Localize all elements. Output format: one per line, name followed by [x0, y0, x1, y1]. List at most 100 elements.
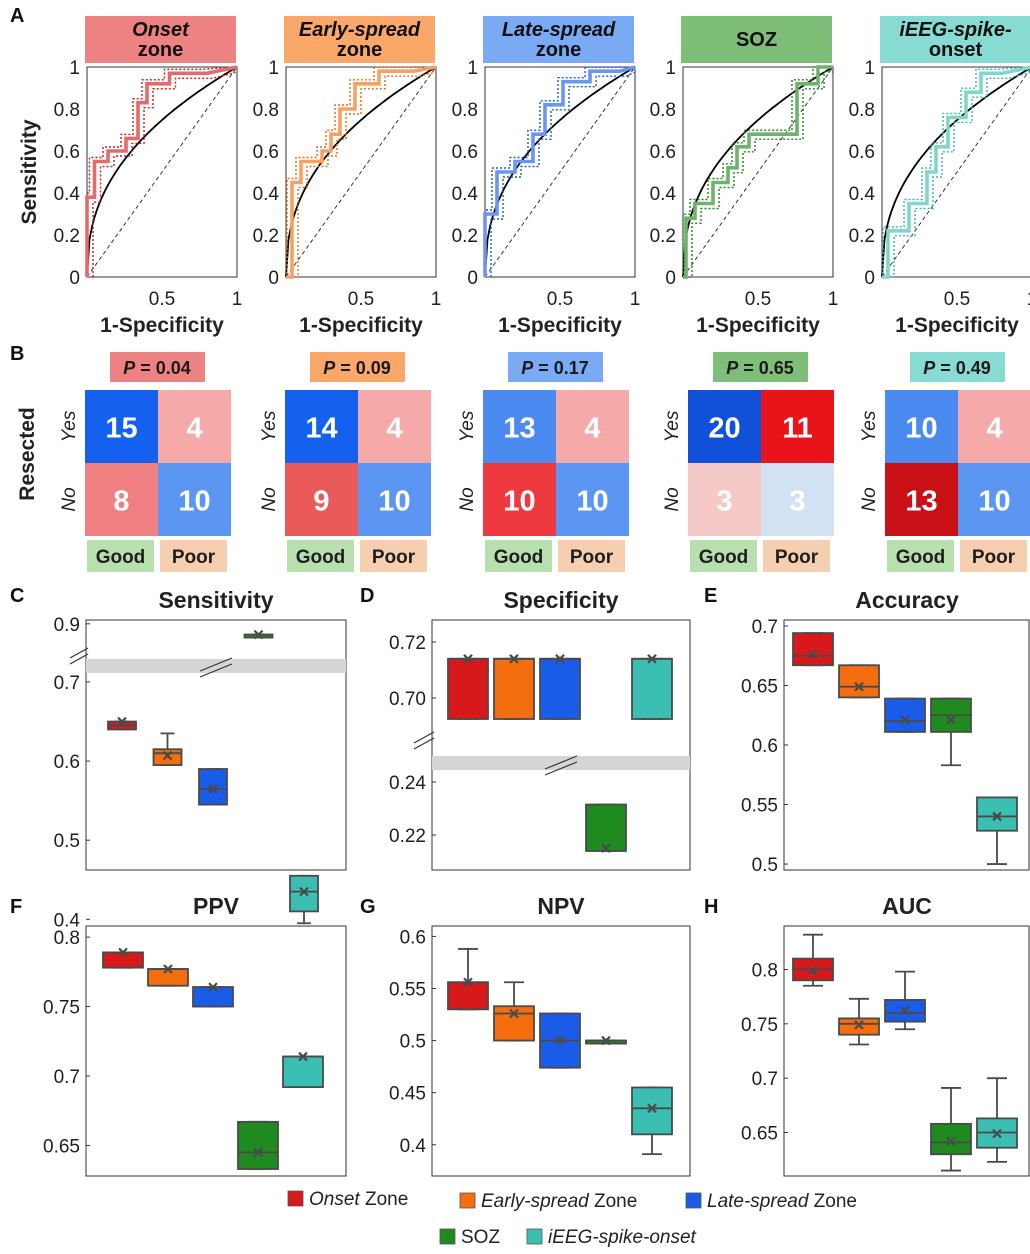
pvalue-badge-onset	[110, 352, 205, 382]
matrix-cell	[285, 463, 358, 536]
mean-marker	[208, 982, 218, 992]
axis-break-band	[86, 659, 346, 673]
roc-header-title-early: Early-spread	[299, 19, 421, 41]
mean-marker	[463, 654, 473, 664]
box-early	[147, 964, 189, 987]
ytick-label: 0.5	[752, 855, 778, 876]
mean-marker	[946, 1136, 956, 1146]
mean-marker	[808, 965, 818, 976]
row-label-yes: Yes	[59, 410, 80, 442]
outcome-label-bg-good	[287, 540, 354, 572]
panel-letter-G: G	[360, 896, 376, 918]
box-body	[539, 657, 581, 720]
outcome-label-bg-poor	[763, 540, 830, 572]
box-soz	[930, 1087, 972, 1172]
legend-label-late: Late-spread Zone	[707, 1191, 857, 1212]
box-ieeg	[631, 1086, 673, 1156]
legend-rest: Zone	[589, 1191, 638, 1212]
roc-xlabel-late: 1-Specificity	[498, 314, 622, 337]
ytick-label: 0.45	[389, 1084, 426, 1105]
row-label-no: No	[457, 487, 478, 511]
mean-marker	[299, 886, 309, 897]
outcome-label-good: Good	[699, 547, 749, 568]
matrix-cell-value: 10	[503, 486, 535, 518]
box-ieeg	[282, 1051, 324, 1089]
roc-xtick-label: 1	[1027, 289, 1030, 310]
box-body	[152, 748, 183, 766]
row-label-group: Yes	[457, 410, 478, 442]
roc-fit-curve	[484, 66, 636, 278]
roc-header-title-ieeg: iEEG-spike-	[899, 19, 1012, 41]
ytick-label: 0.4	[400, 1136, 427, 1157]
roc-ytick-label: 1	[665, 58, 676, 79]
axis-break-mark	[199, 663, 233, 678]
roc-header-ieeg	[880, 16, 1030, 63]
legend-rest: SOZ	[461, 1227, 500, 1248]
mean-marker	[992, 1128, 1002, 1139]
outcome-label-bg-poor	[360, 540, 427, 572]
ytick-label: 0.6	[400, 927, 426, 948]
outcome-label-bg-good	[887, 540, 954, 572]
panel-letter-E: E	[704, 585, 717, 607]
matrix-cell	[688, 463, 761, 536]
row-label-group: Yes	[59, 410, 80, 442]
boxplot-panel-H: 0.65 0.7 0.75 0.8	[741, 925, 1030, 1177]
box-late	[884, 970, 926, 1031]
box-ieeg	[976, 1077, 1018, 1163]
roc-step-curve-early	[286, 65, 437, 279]
box-body	[631, 657, 673, 720]
pvalue-text-soz: P = 0.65	[726, 358, 794, 378]
legend-label-ieeg: iEEG-spike-onset	[548, 1227, 697, 1248]
box-body	[192, 986, 234, 1008]
roc-xtick-label: 0.5	[149, 289, 175, 310]
matrix-cell-value: 10	[576, 486, 608, 518]
roc-ci-band	[92, 71, 238, 277]
matrix-cell-value: 11	[782, 413, 813, 445]
ytick-label: 0.65	[741, 676, 778, 697]
matrix-cell-value: 3	[716, 486, 732, 518]
axis-break-mark	[544, 761, 578, 776]
matrix-cell	[556, 463, 629, 536]
pvalue-text-onset: P = 0.04	[123, 358, 191, 378]
box-early	[838, 664, 880, 699]
roc-ytick-label: 0.4	[849, 184, 876, 205]
mean-marker	[854, 681, 864, 692]
box-soz	[243, 629, 274, 640]
box-body	[884, 697, 926, 733]
pvalue-text-early: P = 0.09	[323, 358, 391, 378]
roc-ytick-label: 0.2	[650, 226, 676, 247]
pvalue-text-late: P = 0.17	[521, 358, 589, 378]
box-early	[493, 654, 535, 720]
outcome-label-bg-good	[87, 540, 154, 572]
axis-break-mark	[413, 731, 435, 744]
box-early	[493, 981, 535, 1042]
mean-marker	[509, 1008, 519, 1019]
box-onset	[792, 632, 834, 667]
mean-marker	[992, 811, 1002, 822]
mean-marker	[163, 964, 173, 974]
roc-ytick-label: 1	[467, 58, 478, 79]
pvalue-symbol: P	[726, 358, 739, 378]
outcome-label-bg-poor	[960, 540, 1027, 572]
roc-ytick-label: 1	[268, 58, 279, 79]
box-soz	[585, 1035, 627, 1046]
roc-header-soz	[681, 16, 832, 63]
matrix-cell	[158, 463, 231, 536]
box-late	[539, 654, 581, 720]
ytick-label: 0.4	[54, 910, 81, 931]
row-label-group: No	[59, 487, 80, 511]
box-body	[237, 1120, 279, 1170]
roc-header-sub-ieeg: onset	[929, 39, 983, 61]
outcome-label-bg-poor	[160, 540, 227, 572]
ytick-label: 0.8	[54, 928, 80, 949]
panel-letter-H: H	[704, 896, 718, 918]
chart-title-H: AUC	[882, 893, 932, 919]
box-body	[585, 803, 627, 852]
legend-rest: Zone	[360, 1189, 409, 1210]
pvalue-symbol: P	[923, 358, 936, 378]
pvalue-number: = 0.17	[533, 358, 589, 378]
mean-marker	[208, 784, 218, 794]
matrix-cell	[761, 390, 834, 463]
box-body	[289, 874, 319, 913]
row-label-group: No	[662, 487, 683, 511]
